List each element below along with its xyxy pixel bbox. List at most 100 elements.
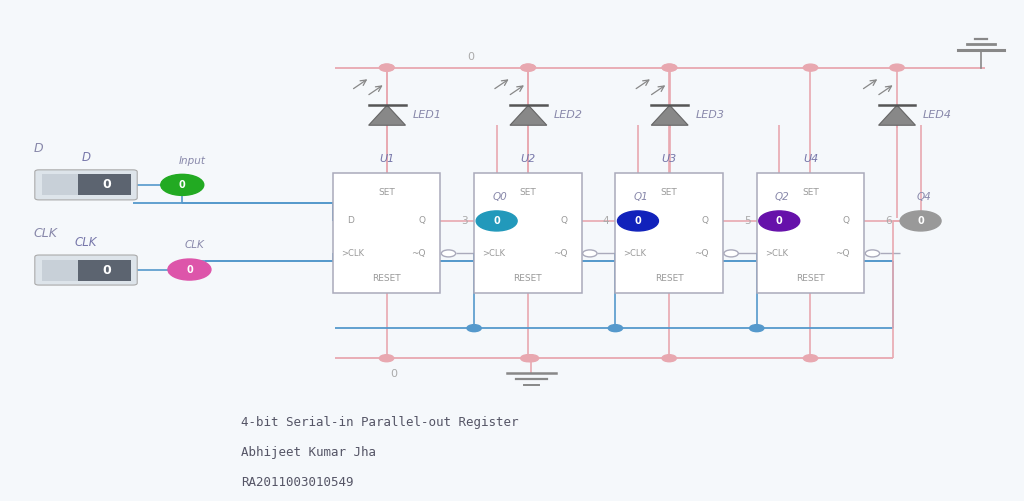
FancyBboxPatch shape (333, 173, 440, 293)
Text: 1: 1 (161, 181, 167, 191)
Circle shape (865, 250, 880, 257)
Text: RESET: RESET (373, 274, 400, 283)
Circle shape (803, 355, 817, 362)
Circle shape (182, 266, 197, 273)
Text: 5: 5 (744, 216, 751, 226)
Text: 0: 0 (102, 178, 112, 191)
Polygon shape (369, 105, 406, 125)
Text: 0: 0 (186, 265, 193, 275)
Text: U2: U2 (520, 154, 536, 164)
FancyBboxPatch shape (35, 170, 137, 200)
Text: 0: 0 (391, 369, 397, 379)
Text: ~Q: ~Q (836, 249, 850, 258)
Text: Q: Q (560, 216, 567, 225)
Circle shape (441, 250, 456, 257)
Circle shape (631, 217, 645, 224)
Text: Q1: Q1 (634, 192, 648, 202)
Text: CLK: CLK (184, 240, 205, 250)
Text: CLK: CLK (34, 227, 57, 240)
Circle shape (662, 64, 676, 71)
Circle shape (467, 325, 481, 332)
Text: Q2: Q2 (775, 192, 790, 202)
Polygon shape (510, 105, 547, 125)
Circle shape (168, 259, 211, 280)
Text: 0: 0 (918, 216, 924, 226)
Text: D: D (347, 216, 354, 225)
Text: RESET: RESET (797, 274, 824, 283)
Text: SET: SET (802, 187, 819, 196)
FancyBboxPatch shape (615, 173, 723, 293)
Text: U3: U3 (662, 154, 677, 164)
Text: SET: SET (519, 187, 537, 196)
FancyBboxPatch shape (35, 255, 137, 285)
FancyBboxPatch shape (757, 173, 864, 293)
Text: RESET: RESET (655, 274, 683, 283)
Text: Q: Q (843, 216, 850, 225)
Text: ~Q: ~Q (553, 249, 567, 258)
Circle shape (608, 325, 623, 332)
Circle shape (724, 250, 738, 257)
Text: U4: U4 (803, 154, 818, 164)
Polygon shape (651, 105, 688, 125)
Circle shape (759, 211, 800, 231)
Text: LED3: LED3 (695, 110, 724, 120)
Circle shape (161, 174, 204, 195)
Text: Q: Q (419, 216, 426, 225)
Text: RA2011003010549: RA2011003010549 (241, 476, 353, 489)
Polygon shape (879, 105, 915, 125)
Text: 0: 0 (179, 180, 185, 190)
Text: D: D (82, 151, 90, 164)
Text: CLK: CLK (75, 236, 97, 249)
FancyBboxPatch shape (42, 260, 78, 281)
FancyBboxPatch shape (474, 173, 582, 293)
FancyBboxPatch shape (42, 174, 78, 195)
Text: LED4: LED4 (923, 110, 951, 120)
Text: 0: 0 (102, 264, 112, 277)
Circle shape (379, 355, 393, 362)
Circle shape (583, 250, 597, 257)
Text: Abhijeet Kumar Jha: Abhijeet Kumar Jha (241, 446, 376, 459)
Text: U1: U1 (379, 154, 394, 164)
Text: D: D (488, 216, 496, 225)
Text: D: D (630, 216, 637, 225)
Circle shape (772, 217, 786, 224)
Text: D: D (771, 216, 778, 225)
Text: RESET: RESET (514, 274, 542, 283)
Text: ~Q: ~Q (694, 249, 709, 258)
Circle shape (379, 64, 393, 71)
Circle shape (750, 325, 764, 332)
Circle shape (663, 64, 677, 71)
Circle shape (521, 64, 536, 71)
Circle shape (803, 64, 817, 71)
Circle shape (489, 217, 504, 224)
Text: 4-bit Serial-in Parallel-out Register: 4-bit Serial-in Parallel-out Register (241, 416, 518, 429)
Text: 0: 0 (494, 216, 500, 226)
Circle shape (662, 355, 676, 362)
Text: LED2: LED2 (554, 110, 583, 120)
Text: >CLK: >CLK (765, 249, 787, 258)
Circle shape (524, 355, 539, 362)
Text: D: D (34, 142, 43, 155)
Circle shape (380, 64, 394, 71)
Circle shape (521, 355, 536, 362)
Text: 0: 0 (468, 52, 474, 62)
Text: SET: SET (378, 187, 395, 196)
Text: >CLK: >CLK (341, 249, 364, 258)
Circle shape (890, 64, 904, 71)
FancyBboxPatch shape (79, 174, 131, 195)
Text: 6: 6 (886, 216, 892, 226)
Text: SET: SET (660, 187, 678, 196)
Circle shape (617, 211, 658, 231)
Circle shape (476, 211, 517, 231)
Circle shape (521, 64, 536, 71)
Text: Q: Q (701, 216, 709, 225)
Text: 0: 0 (776, 216, 782, 226)
Text: 2: 2 (168, 266, 174, 276)
Circle shape (913, 217, 928, 224)
Text: LED1: LED1 (413, 110, 441, 120)
Text: ~Q: ~Q (412, 249, 426, 258)
Text: 3: 3 (462, 216, 468, 226)
FancyBboxPatch shape (79, 260, 131, 281)
Text: Input: Input (179, 156, 206, 166)
Circle shape (900, 211, 941, 231)
